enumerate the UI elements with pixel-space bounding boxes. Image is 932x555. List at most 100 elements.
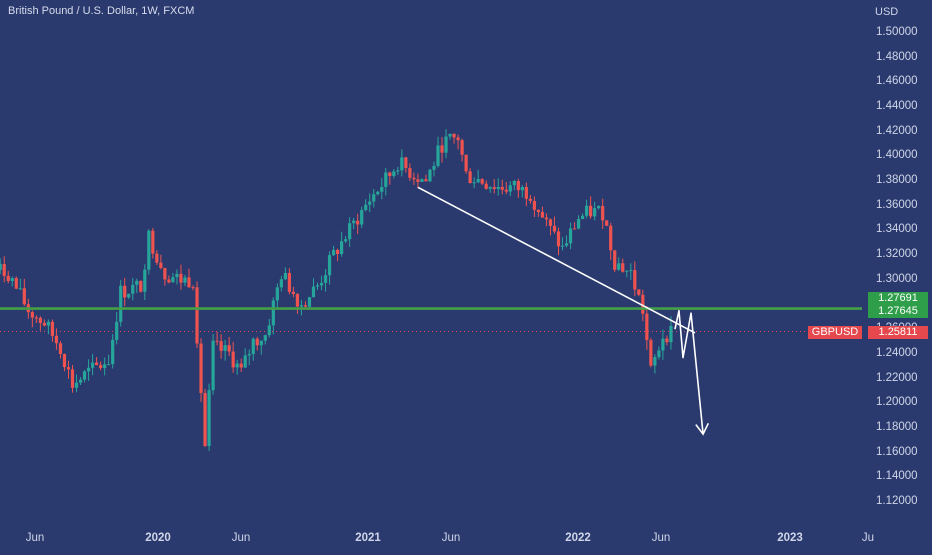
candle-body [82,371,87,380]
candle-body [560,245,565,247]
candle-body [327,255,332,276]
candle-body [512,180,516,186]
candle-body [432,165,436,170]
trend-line [417,186,696,334]
candle-body [605,220,609,226]
candle-body [279,279,283,288]
candle-body [123,285,127,298]
candle-body [127,293,131,298]
x-tick-label: 2022 [565,532,591,544]
candle-body [267,325,271,336]
candle-body [255,338,259,346]
support-price-tag-lower: 1.27645 [868,305,928,318]
candle-body [576,219,581,229]
y-tick-label: 1.16000 [876,445,918,458]
candle-body [629,270,633,272]
candle-body [572,228,577,230]
candle-body [46,321,51,326]
candle-body [452,133,456,138]
candle-body [484,183,488,189]
candle-body [251,338,255,355]
candle-body [263,335,267,341]
y-tick-label: 1.18000 [876,420,918,433]
candle-body [468,171,472,184]
candle-body [311,286,316,298]
candle-body [476,179,480,183]
candle-body [621,263,625,272]
candle-body [617,263,621,270]
candle-body [480,179,484,184]
candle-body [107,364,111,366]
candle-body [428,169,432,182]
candle-body [295,293,300,307]
symbol-tag: GBPUSD [808,326,862,339]
x-tick-label: Ju [861,532,875,544]
candle-body [645,313,649,341]
y-tick-label: 1.20000 [876,396,918,409]
candle-body [275,287,279,301]
candle-body [344,239,348,242]
candle-body [456,137,460,141]
y-axis-unit: USD [875,6,899,18]
candle-body [139,280,143,292]
candle-body [143,269,147,292]
candle-body [103,364,107,369]
candle-body [259,340,263,346]
candle-body [303,305,308,307]
candle-body [524,187,528,199]
candle-body [601,206,605,221]
candle-body [444,136,448,153]
candle-body [10,278,14,281]
candle-body [215,340,219,342]
candle-body [54,335,59,344]
candle-body [376,191,380,195]
candle-body [625,270,629,272]
candle-body [271,300,275,326]
candle-body [227,345,231,352]
last-price-tag: 1.25811 [868,326,928,339]
candle-body [504,189,508,192]
candle-body [70,369,75,388]
candle-body [580,215,585,220]
candle-body [352,220,356,224]
candle-body [171,277,175,283]
candle-body [400,157,404,171]
y-tick-label: 1.34000 [876,223,918,236]
candle-body [62,354,67,368]
candle-body [135,280,139,285]
candle-body [472,182,476,184]
candle-body [641,294,645,314]
x-tick-label: 2021 [355,532,381,544]
candle-body [115,321,119,340]
candle-body [633,270,637,290]
candle-body [187,277,191,288]
candle-body [58,343,63,355]
candle-body [243,355,247,368]
candle-body [464,154,468,172]
candle-body [247,354,251,356]
candle-body [299,305,304,307]
candle-body [66,367,71,370]
candle-body [74,382,79,388]
y-tick-label: 1.48000 [876,50,918,63]
candle-body [516,180,520,191]
candle-body [496,186,500,189]
candle-body [368,201,372,205]
candle-body [637,289,641,295]
candle-body [235,363,239,368]
candle-body [589,205,593,217]
candle-body [613,250,617,270]
candle-body [0,264,2,271]
candle-body [448,133,452,137]
candle-body [384,172,388,187]
candle-body [335,249,340,254]
candle-body [30,312,34,318]
candle-body [95,362,99,366]
y-tick-label: 1.38000 [876,174,918,187]
candle-body [532,200,536,210]
projection-path [674,309,704,435]
candle-body [661,338,665,351]
candle-body [291,291,296,294]
